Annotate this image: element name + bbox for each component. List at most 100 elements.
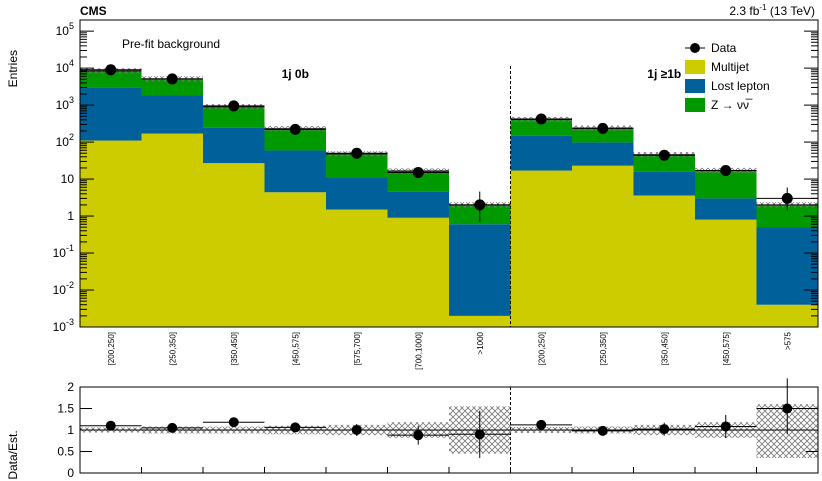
ytick-label-4: 10 [61,172,75,186]
ratio-point-0 [105,420,116,431]
legend-label-2: Lost lepton [711,79,770,93]
bar-z-4 [326,153,388,178]
bar-multijet-7 [510,170,572,327]
bar-multijet-8 [572,165,634,327]
ratio-ytick-label-2: 1 [67,423,74,437]
bar-multijet-6 [449,315,511,327]
ratio-ytick-label-0: 0 [67,466,74,480]
bar-z-8 [572,128,634,143]
category-label-10: [450,575] [722,332,731,365]
bar-lost-10 [695,198,757,220]
category-label-5: [700,1000] [414,332,423,370]
ytick-label-1: 10-2 [53,280,74,297]
ytick-label-8: 105 [56,21,74,38]
bar-lost-1 [141,95,203,134]
bar-lost-6 [449,224,511,316]
bar-multijet-3 [264,192,326,327]
bar-lost-9 [633,171,695,196]
ratio-ytick-label-3: 1.5 [57,402,74,416]
legend-label-1: Multijet [711,60,750,74]
ytick-label-2: 10-1 [53,243,74,260]
category-label-3: [450,575] [291,332,300,365]
ratio-point-11 [782,403,793,414]
lumi-label: 2.3 fb-1 (13 TeV) [729,3,815,18]
ytick-label-0: 10-3 [53,317,74,334]
ratio-point-7 [536,419,547,430]
legend-swatch-2 [685,79,705,93]
ratio-point-4 [351,425,362,435]
bar-multijet-9 [633,195,695,327]
category-label-8: [250,350] [599,332,608,365]
bar-lost-7 [510,135,572,171]
bar-lost-2 [203,127,265,164]
bar-z-3 [264,128,326,151]
bar-z-9 [633,154,695,172]
ratio-point-5 [413,430,424,441]
bar-lost-5 [387,191,449,218]
bar-multijet-2 [203,163,265,327]
data-point-2 [228,100,240,112]
ratio-point-1 [167,422,178,433]
bar-lost-11 [756,227,818,305]
ratio-ytick-label-1: 0.5 [57,445,74,459]
ratio-ytick-label-4: 2 [67,380,74,394]
data-point-5 [412,167,424,179]
region-label-1: 1j ≥1b [647,67,681,81]
ratio-point-6 [474,429,485,440]
legend-label-3: Z → νν̅ [711,98,753,112]
data-point-9 [658,149,670,161]
main-title: Pre-fit background [122,37,220,51]
data-point-6 [474,199,486,211]
ytick-label-3: 1 [67,209,74,223]
data-point-0 [105,64,117,76]
bar-z-5 [387,171,449,192]
bar-multijet-0 [80,140,142,327]
main-ylabel: Entries [6,50,20,87]
category-label-2: [350,450] [230,332,239,365]
ytick-label-7: 104 [56,58,74,75]
data-point-8 [597,122,609,134]
category-label-6: >1000 [476,331,485,354]
bar-multijet-4 [326,209,388,327]
category-label-0: [200,250] [107,332,116,365]
category-label-1: [250,350] [168,332,177,365]
ratio-point-10 [720,421,731,432]
bar-multijet-1 [141,133,203,327]
legend-swatch-1 [685,60,705,74]
category-label-7: [200,250] [537,332,546,365]
ytick-label-5: 102 [56,132,74,149]
data-point-7 [535,113,547,125]
region-label-0: 1j 0b [282,67,309,81]
ratio-point-2 [228,417,239,428]
experiment-label: CMS [80,4,107,18]
data-point-11 [781,192,793,204]
bar-lost-3 [264,150,326,193]
data-point-3 [289,123,301,135]
bar-multijet-11 [756,304,818,327]
bar-z-2 [203,106,265,128]
main-frame [79,19,819,328]
data-point-4 [351,147,363,159]
legend-label-0: Data [711,41,737,55]
category-label-4: [575,700] [353,332,362,365]
category-label-9: [350,450] [660,332,669,365]
category-label-11: >575 [783,331,792,350]
bar-z-1 [141,78,203,96]
ratio-ylabel: Data/Est. [6,430,20,479]
ratio-point-3 [290,422,301,433]
bar-lost-0 [80,87,142,141]
bar-multijet-5 [387,217,449,327]
ytick-label-6: 103 [56,95,74,112]
bar-multijet-10 [695,219,757,327]
bar-lost-8 [572,142,634,166]
ratio-point-8 [597,425,608,436]
bar-z-0 [80,70,142,88]
data-point-1 [166,73,178,85]
bar-z-7 [510,119,572,136]
ratio-point-9 [659,424,670,435]
legend-swatch-3 [685,98,705,112]
legend-data-marker [690,43,700,53]
bar-lost-4 [326,177,388,210]
